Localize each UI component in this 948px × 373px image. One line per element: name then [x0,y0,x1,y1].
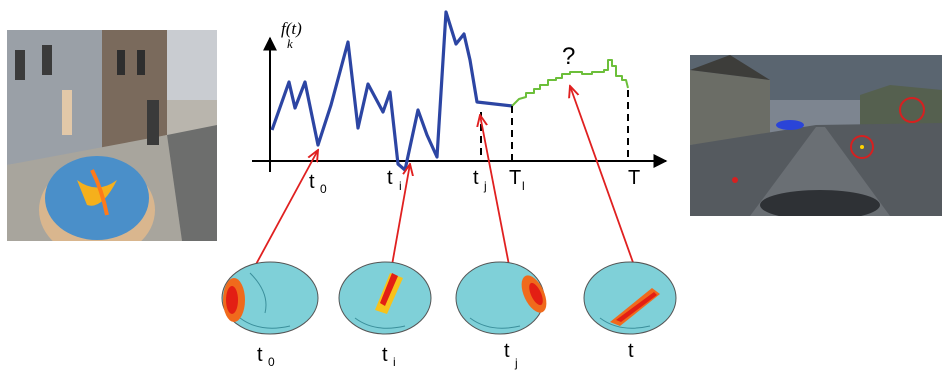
brain-label-tj: t [504,340,510,362]
brain-label-ti-sub: i [393,355,396,369]
timeline-label-ti-sub: i [399,179,402,193]
brain-map-tj [455,261,547,335]
timeline-label-Tl: T [509,167,521,189]
y-axis-label-subscript: k [287,36,293,51]
brain-map-t0 [221,261,319,335]
timeline-label-tj-sub: j [483,179,487,193]
street-scene-with-brain-image [7,30,217,241]
y-axis-label-main: f(t) [281,19,302,38]
predicted-signal-line [511,59,629,107]
timeline-label-Tl-sub: l [522,179,525,193]
brain-label-t: t [628,340,634,362]
brain-map-t [583,261,677,335]
arrow-tj [480,115,510,266]
brain-map-ti [338,261,432,335]
virtual-town-street-image [690,55,942,216]
arrow-t [570,86,636,269]
timeline-label-ti: t [387,167,393,189]
timeline-label-t0-sub: 0 [320,182,327,196]
y-axis-label: f(t) [281,19,302,38]
brain-label-tj-sub: j [514,356,518,370]
unknown-marker: ? [562,43,575,70]
observed-signal-line [270,10,513,172]
timeline-label-t0: t [309,171,315,193]
timeline-label-tj: t [473,167,479,189]
arrow-t0 [253,150,318,269]
arrow-ti [391,164,410,266]
timeline-label-T: T [628,167,640,189]
brain-label-t0: t [257,344,263,366]
brain-label-t0-sub: 0 [268,355,275,369]
brain-label-ti: t [382,344,388,366]
